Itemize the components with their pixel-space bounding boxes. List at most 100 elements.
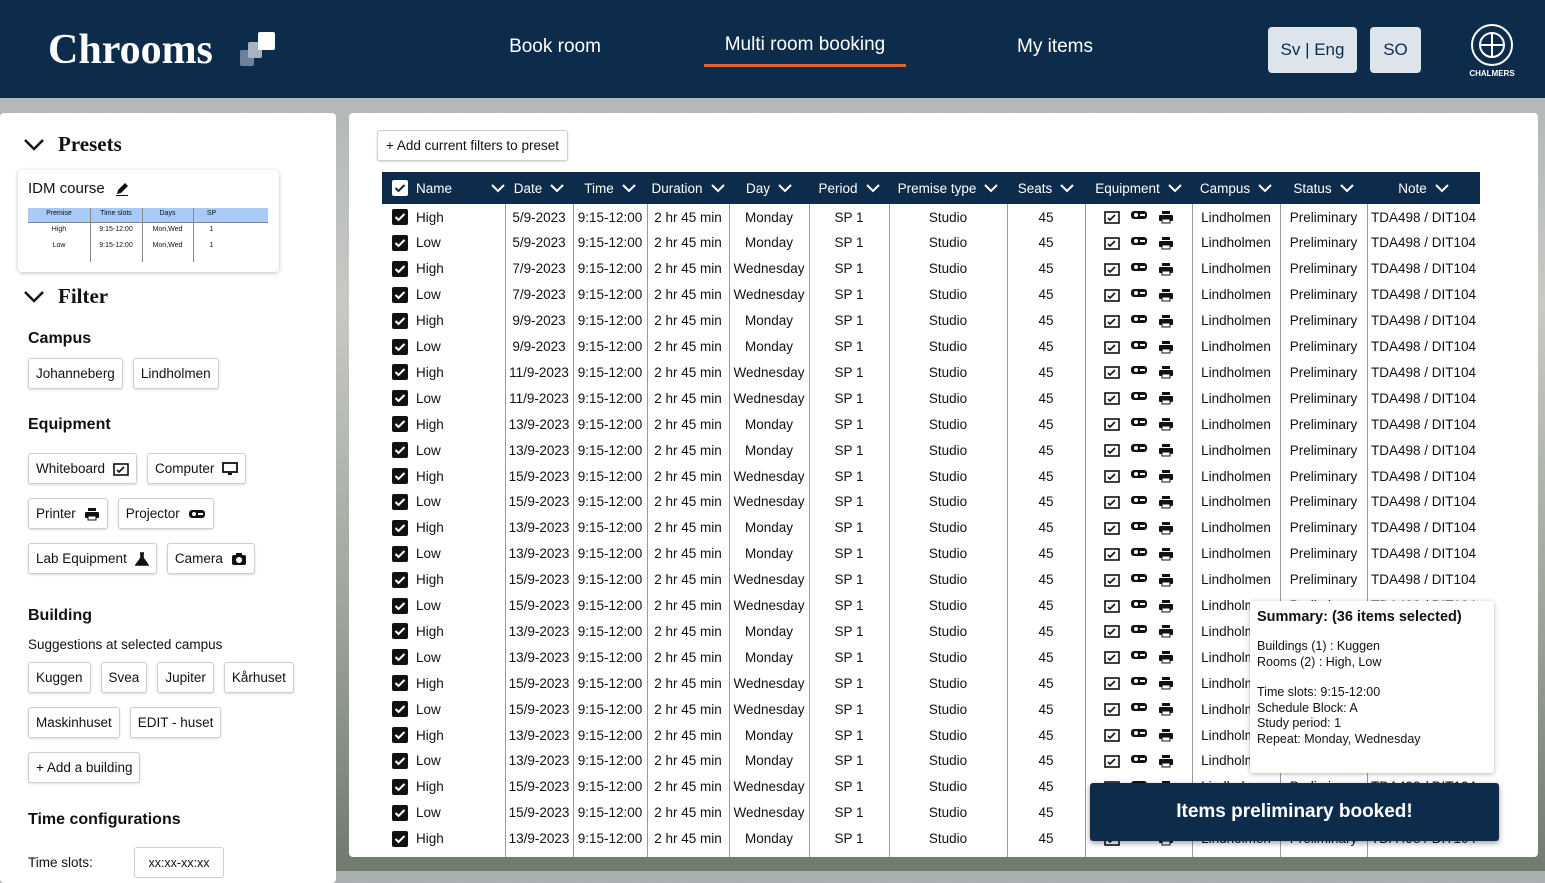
column-header[interactable]: Status <box>1280 172 1367 204</box>
icon <box>1158 444 1173 457</box>
table-row[interactable]: Low 15/9-2023 9:15-12:00 2 hr 45 min Wednesd… <box>382 593 1480 619</box>
cell-text: SP 1 <box>834 701 864 717</box>
filter-chip[interactable]: Kuggen <box>28 662 91 693</box>
filter-chip[interactable]: Camera <box>166 543 255 574</box>
chip-icon <box>188 509 206 519</box>
icon-shape <box>1130 651 1147 660</box>
table-row[interactable]: Low 11/9-2023 9:15-12:00 2 hr 45 min Wednesd… <box>382 385 1480 411</box>
logo[interactable]: Chrooms <box>48 27 213 73</box>
row-checkbox[interactable] <box>392 286 408 303</box>
row-checkbox[interactable] <box>392 571 408 588</box>
table-row[interactable]: High 15/9-2023 9:15-12:00 2 hr 45 min Wednes… <box>382 463 1480 489</box>
row-checkbox[interactable] <box>392 209 408 225</box>
nav-link-active[interactable]: Multi room booking <box>724 34 886 55</box>
column-header[interactable]: Equipment <box>1085 172 1192 204</box>
row-checkbox[interactable] <box>392 234 408 251</box>
filter-chip[interactable]: Jupiter <box>157 662 214 693</box>
row-checkbox[interactable] <box>392 312 408 329</box>
table-row[interactable]: Low 13/9-2023 9:15-12:00 2 hr 45 min Monday S… <box>382 437 1480 463</box>
time-input[interactable]: xx:xx-xx:xx <box>134 847 224 878</box>
table-cell: 2 hr 45 min <box>647 282 729 308</box>
table-cell: 45 <box>1007 385 1085 411</box>
placeholder: xx:xx-xx:xx <box>148 855 210 870</box>
table-cell: 2 hr 45 min <box>647 463 729 489</box>
icon-shape <box>1133 394 1138 399</box>
row-checkbox[interactable] <box>392 364 408 381</box>
row-checkbox[interactable] <box>392 390 408 407</box>
icon <box>222 461 239 475</box>
icon <box>1130 340 1147 349</box>
column-header[interactable]: Duration <box>647 172 729 204</box>
row-checkbox[interactable] <box>392 804 408 821</box>
filter-chip[interactable]: Maskinhuset <box>28 707 120 738</box>
filter-chip[interactable]: Projector <box>117 498 214 529</box>
filter-toggle[interactable]: Filter <box>24 284 108 309</box>
nav-link[interactable]: Book room <box>509 36 601 57</box>
cell-text: Low <box>416 390 441 406</box>
table-row[interactable]: Low 15/9-2023 9:15-12:00 2 hr 45 min Wednesd… <box>382 489 1480 515</box>
table-row[interactable]: High 9/9-2023 9:15-12:00 2 hr 45 min Monday S… <box>382 308 1480 334</box>
table-row[interactable]: Low 5/9-2023 9:15-12:00 2 hr 45 min Monday SP… <box>382 230 1480 256</box>
nav-link[interactable]: My items <box>1017 36 1093 57</box>
filter-chip[interactable]: Printer <box>28 498 108 529</box>
column-header[interactable]: Campus <box>1192 172 1280 204</box>
table-row[interactable]: High 7/9-2023 9:15-12:00 2 hr 45 min Wednesd… <box>382 256 1480 282</box>
table-row[interactable]: High 5/9-2023 9:15-12:00 2 hr 45 min Monday S… <box>382 204 1480 230</box>
table-row[interactable]: High 13/9-2023 9:15-12:00 2 hr 45 min Monday… <box>382 411 1480 437</box>
row-checkbox[interactable] <box>392 442 408 459</box>
row-checkbox[interactable] <box>392 597 408 614</box>
row-checkbox[interactable] <box>392 493 408 510</box>
row-checkbox[interactable] <box>392 545 408 562</box>
icon-shape <box>228 472 233 475</box>
table-row[interactable]: Low 13/9-2023 9:15-12:00 2 hr 45 min Monday S… <box>382 541 1480 567</box>
row-checkbox[interactable] <box>392 649 408 666</box>
row-checkbox[interactable] <box>392 701 408 718</box>
row-checkbox[interactable] <box>392 468 408 484</box>
column-header[interactable]: Period <box>809 172 889 204</box>
column-header[interactable]: Day <box>729 172 809 204</box>
cell-text: Studio <box>928 675 968 691</box>
presets-toggle[interactable]: Presets <box>24 132 122 157</box>
add-preset-button[interactable]: + Add current filters to preset <box>377 130 568 161</box>
column-divider <box>729 204 730 857</box>
filter-chip[interactable]: Lab Equipment <box>28 543 157 574</box>
table-row[interactable]: High 15/9-2023 9:15-12:00 2 hr 45 min Wednes… <box>382 567 1480 593</box>
column-header[interactable]: Name <box>382 172 505 204</box>
filter-chip[interactable]: EDIT - huset <box>129 707 222 738</box>
row-checkbox[interactable] <box>392 778 408 795</box>
column-header[interactable]: Note <box>1367 172 1480 204</box>
column-header[interactable]: Seats <box>1007 172 1085 204</box>
add-building[interactable]: + Add a building <box>28 752 141 783</box>
cell-text: Studio <box>928 468 968 484</box>
user-button[interactable]: SO <box>1370 27 1421 73</box>
row-checkbox[interactable] <box>392 830 408 847</box>
table-row[interactable]: High 13/9-2023 9:15-12:00 2 hr 45 min Monday… <box>382 515 1480 541</box>
column-header[interactable]: Time <box>573 172 647 204</box>
filter-chip[interactable]: Kårhuset <box>223 662 294 693</box>
table-row[interactable]: Low 9/9-2023 9:15-12:00 2 hr 45 min Monday SP… <box>382 334 1480 360</box>
row-checkbox[interactable] <box>392 752 408 769</box>
row-checkbox[interactable] <box>392 727 408 743</box>
table-row[interactable]: High 11/9-2023 9:15-12:00 2 hr 45 min Wednes… <box>382 359 1480 385</box>
row-checkbox[interactable] <box>392 260 408 277</box>
icon-shape <box>394 316 406 326</box>
row-checkbox[interactable] <box>392 623 408 640</box>
filter-chip[interactable]: Computer <box>147 453 247 484</box>
filter-chip[interactable]: Svea <box>100 662 148 693</box>
cell-text: Studio <box>928 287 968 303</box>
row-checkbox[interactable] <box>392 675 408 692</box>
filter-chip[interactable]: Johanneberg <box>28 358 123 389</box>
select-all-checkbox[interactable] <box>392 180 408 196</box>
filter-chip[interactable]: Whiteboard <box>28 453 138 484</box>
row-checkbox[interactable] <box>392 338 408 355</box>
row-checkbox[interactable] <box>392 416 408 433</box>
column-header[interactable]: Date <box>505 172 573 204</box>
row-checkbox[interactable] <box>392 519 408 536</box>
language-toggle[interactable]: Sv | Eng <box>1268 27 1357 73</box>
filter-chip[interactable]: Lindholmen <box>132 358 219 389</box>
table-row[interactable]: Low 7/9-2023 9:15-12:00 2 hr 45 min Wednesda… <box>382 282 1480 308</box>
preset-card[interactable]: IDM course Premise Time slots Days SP High 9:1… <box>18 170 279 272</box>
icon-shape <box>1161 470 1170 473</box>
column-header[interactable]: Premise type <box>889 172 1007 204</box>
cell-text: Monday <box>744 520 794 536</box>
